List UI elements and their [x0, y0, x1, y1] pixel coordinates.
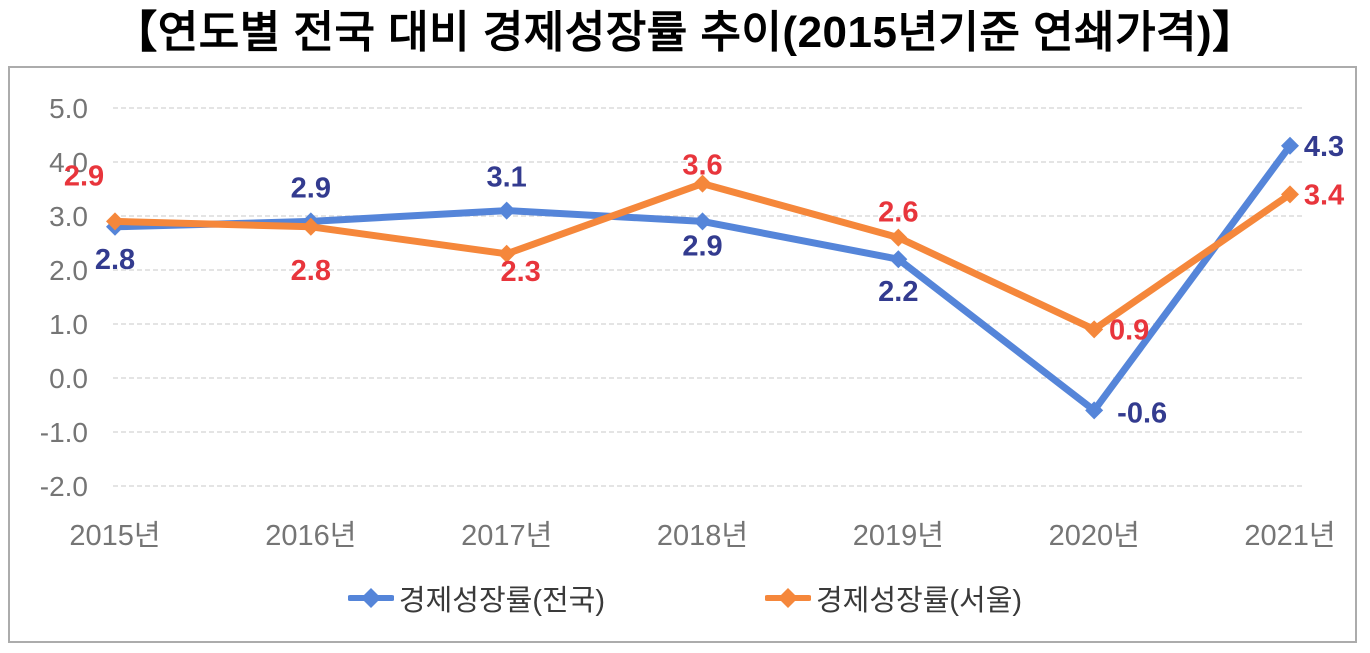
data-label: 2.6: [878, 197, 918, 229]
chart-title: 【연도별 전국 대비 경제성장률 추이(2015년기준 연쇄가격)】: [113, 8, 1257, 57]
data-label: 3.1: [487, 162, 527, 194]
data-point: [889, 250, 908, 269]
data-label: -0.6: [1117, 397, 1167, 429]
data-label: 0.9: [1109, 314, 1149, 346]
y-tick-label: 0.0: [49, 363, 88, 394]
data-label: 2.8: [95, 244, 135, 276]
data-label: 2.9: [64, 160, 104, 192]
data-point: [1280, 185, 1299, 204]
x-tick-label: 2021년: [1244, 520, 1335, 552]
legend-label-seoul: 경제성장률(서울): [816, 585, 1023, 617]
data-label: 2.8: [291, 255, 331, 287]
data-point: [693, 174, 712, 193]
data-point: [301, 217, 320, 236]
x-tick-label: 2018년: [657, 520, 748, 552]
data-point: [497, 201, 516, 220]
legend-marker-seoul-icon: [765, 588, 811, 608]
data-label: 4.3: [1304, 131, 1344, 163]
data-point: [1085, 320, 1104, 339]
x-tick-label: 2016년: [265, 520, 356, 552]
legend-label-nationwide: 경제성장률(전국): [398, 585, 605, 617]
y-tick-label: -2.0: [40, 471, 88, 502]
y-tick-label: 2.0: [49, 255, 88, 286]
data-point: [889, 228, 908, 247]
data-label: 2.9: [291, 172, 331, 204]
legend: 경제성장률(전국) 경제성장률(서울): [0, 577, 1370, 619]
y-tick-label: 1.0: [49, 309, 88, 340]
y-tick-label: 4.0: [49, 147, 88, 178]
legend-item-seoul: 경제성장률(서울): [765, 577, 1022, 619]
data-label: 2.2: [878, 276, 918, 308]
data-label: 2.3: [501, 256, 541, 288]
data-label: 2.9: [682, 230, 722, 262]
y-tick-label: -1.0: [40, 417, 88, 448]
data-point: [693, 212, 712, 231]
x-tick-label: 2017년: [461, 520, 552, 552]
data-point: [497, 244, 516, 263]
legend-marker-nationwide-icon: [347, 588, 394, 608]
y-tick-label: 3.0: [49, 201, 88, 232]
x-tick-label: 2019년: [853, 520, 944, 552]
legend-item-nationwide: 경제성장률(전국): [347, 577, 605, 619]
data-point: [1085, 401, 1104, 420]
data-point: [1280, 136, 1299, 155]
data-point: [106, 212, 124, 231]
data-label: 3.6: [682, 150, 722, 182]
data-label: 3.4: [1304, 179, 1344, 211]
x-tick-label: 2020년: [1049, 520, 1140, 552]
y-tick-label: 5.0: [49, 93, 88, 124]
x-tick-label: 2015년: [69, 520, 160, 552]
